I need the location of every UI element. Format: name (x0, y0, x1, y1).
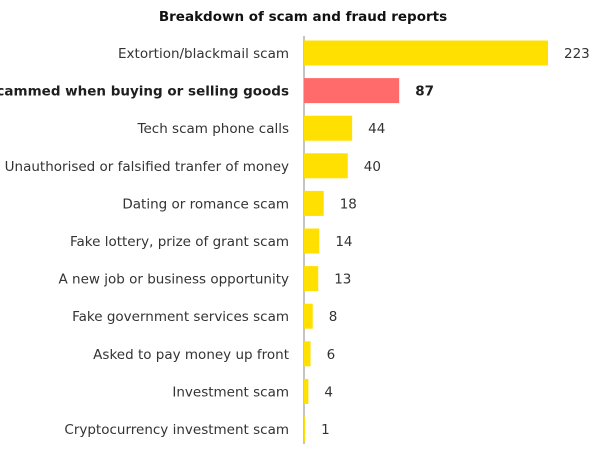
value-label-4: 18 (340, 196, 357, 212)
value-label-0: 223 (564, 46, 590, 62)
category-label-3: Unauthorised or falsified tranfer of mon… (5, 159, 289, 175)
category-label-4: Dating or romance scam (122, 196, 289, 212)
bar-6 (304, 266, 319, 292)
chart-title: Breakdown of scam and fraud reports (159, 9, 447, 25)
value-label-7: 8 (329, 309, 338, 325)
value-label-6: 13 (334, 272, 351, 288)
bar-8 (304, 341, 311, 367)
value-label-8: 6 (327, 347, 336, 363)
value-label-2: 44 (368, 121, 385, 137)
bar-5 (304, 228, 320, 254)
category-label-7: Fake government services scam (72, 309, 289, 325)
category-label-8: Asked to pay money up front (93, 347, 289, 363)
value-label-3: 40 (364, 159, 381, 175)
value-label-1: 87 (415, 84, 434, 100)
category-label-6: A new job or business opportunity (59, 272, 289, 288)
value-label-10: 1 (321, 422, 330, 438)
bar-4 (304, 190, 324, 216)
bar-1 (304, 78, 400, 104)
category-label-9: Investment scam (172, 384, 289, 400)
bars-group (304, 40, 548, 442)
value-label-5: 14 (335, 234, 352, 250)
category-label-10: Cryptocurrency investment scam (64, 422, 289, 438)
category-label-2: Tech scam phone calls (137, 121, 289, 137)
category-label-1: Scammed when buying or selling goods (0, 84, 289, 100)
category-label-0: Extortion/blackmail scam (118, 46, 289, 62)
bar-10 (304, 416, 306, 442)
category-labels: Extortion/blackmail scam Scammed when buy… (0, 46, 289, 438)
category-label-5: Fake lottery, prize of grant scam (70, 234, 289, 250)
bar-3 (304, 153, 348, 179)
bar-7 (304, 303, 313, 329)
value-label-9: 4 (324, 384, 333, 400)
bar-0 (304, 40, 548, 66)
value-labels: 223 87 44 40 18 14 13 8 6 4 1 (321, 46, 590, 438)
bar-9 (304, 378, 309, 404)
bar-2 (304, 115, 353, 141)
